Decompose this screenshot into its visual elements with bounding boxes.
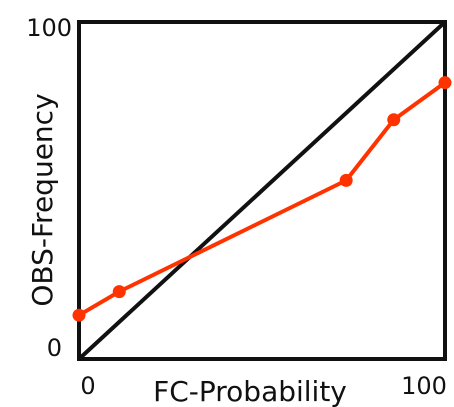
y-axis-label: OBS-Frequency bbox=[26, 93, 59, 306]
diagonal-reference-line bbox=[77, 20, 447, 361]
data-point bbox=[112, 285, 126, 299]
series-layer bbox=[72, 76, 452, 322]
x-tick-label-max: 100 bbox=[401, 372, 447, 400]
plot-frame bbox=[77, 20, 447, 361]
data-point bbox=[339, 173, 353, 187]
x-tick-label-min: 0 bbox=[80, 372, 95, 400]
y-tick-label-min: 0 bbox=[47, 334, 62, 362]
x-axis-label: FC-Probability bbox=[153, 375, 347, 407]
data-point bbox=[438, 76, 452, 90]
y-tick-label-max: 100 bbox=[26, 14, 72, 42]
data-point bbox=[387, 113, 401, 127]
data-point bbox=[72, 308, 86, 322]
